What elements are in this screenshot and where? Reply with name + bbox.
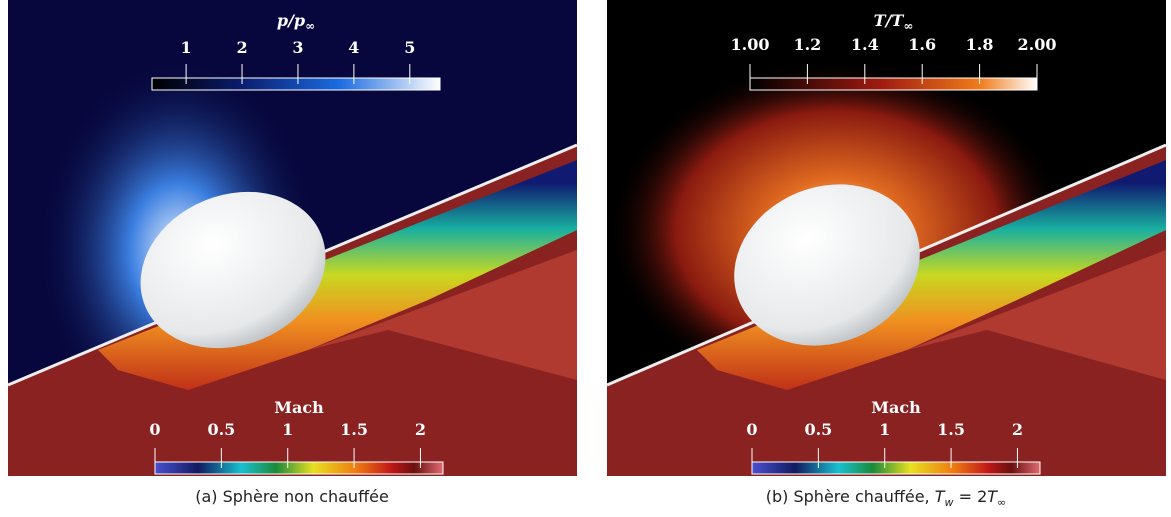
caption-part: (b) Sphère chauffée, — [766, 487, 935, 506]
colorbar — [154, 461, 444, 475]
colorbars: T/T∞ 1.00 1.2 1.4 1.6 1.8 2.00 Mach 0 0.5 1 1.5 2 — [731, 11, 1057, 475]
tick-label: 0 — [746, 420, 757, 439]
tick-label: 1.6 — [908, 35, 936, 54]
tick-label: 1.5 — [340, 420, 368, 439]
tick-label: 0.5 — [804, 420, 832, 439]
sphere — [140, 191, 326, 349]
tick-label: 4 — [348, 38, 359, 57]
tick-label: 2 — [415, 420, 426, 439]
title-part: Mach — [274, 398, 324, 417]
title-part: p/p — [277, 11, 305, 30]
colorbars: p/p∞ 1 2 3 4 5 Mach 0 0.5 1 1.5 2 — [149, 11, 444, 475]
title-part: Mach — [871, 398, 921, 417]
tick-label: 1 — [181, 38, 192, 57]
colorbar — [151, 77, 441, 91]
tick-label: 2 — [1012, 420, 1023, 439]
caption: (a) Sphère non chauffée — [195, 487, 389, 506]
colorbar-title: Mach — [274, 398, 324, 417]
tick-label: 1 — [282, 420, 293, 439]
caption-part: ∞ — [997, 496, 1006, 509]
tick-label: 0.5 — [207, 420, 235, 439]
tick-label: 1.4 — [851, 35, 879, 54]
caption-part: w — [945, 496, 954, 509]
colorbar-title: p/p∞ — [277, 11, 315, 33]
tick-label: 3 — [292, 38, 303, 57]
colorbar-title: T/T∞ — [874, 11, 914, 33]
caption-part: T — [935, 487, 946, 506]
wake-core — [308, 250, 577, 380]
tick-label: 1 — [879, 420, 890, 439]
colorbar — [749, 77, 1038, 91]
tick-label: 1.5 — [937, 420, 965, 439]
title-part: T/T — [874, 11, 905, 30]
panel-b — [606, 0, 1167, 476]
caption: (b) Sphère chauffée, Tw = 2T∞ — [766, 487, 1006, 509]
tick-label: 1.2 — [793, 35, 821, 54]
caption-part: T — [987, 487, 998, 506]
wake-core — [907, 250, 1166, 380]
tick-label: 0 — [149, 420, 160, 439]
caption-part: (a) Sphère non chauffée — [195, 487, 389, 506]
tick-label: 5 — [404, 38, 415, 57]
colorbar-title: Mach — [871, 398, 921, 417]
title-part: ∞ — [903, 19, 913, 33]
tick-label: 2 — [236, 38, 247, 57]
colorbar — [751, 461, 1041, 475]
sphere — [734, 184, 920, 346]
tick-label: 2.00 — [1018, 35, 1057, 54]
tick-label: 1.8 — [966, 35, 994, 54]
title-part: ∞ — [305, 19, 315, 33]
tick-label: 1.00 — [731, 35, 770, 54]
caption-part: = 2 — [954, 487, 988, 506]
